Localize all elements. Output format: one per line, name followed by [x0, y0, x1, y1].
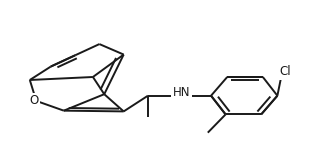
Text: HN: HN	[173, 86, 191, 99]
Text: O: O	[29, 94, 38, 107]
Text: Cl: Cl	[279, 65, 291, 78]
